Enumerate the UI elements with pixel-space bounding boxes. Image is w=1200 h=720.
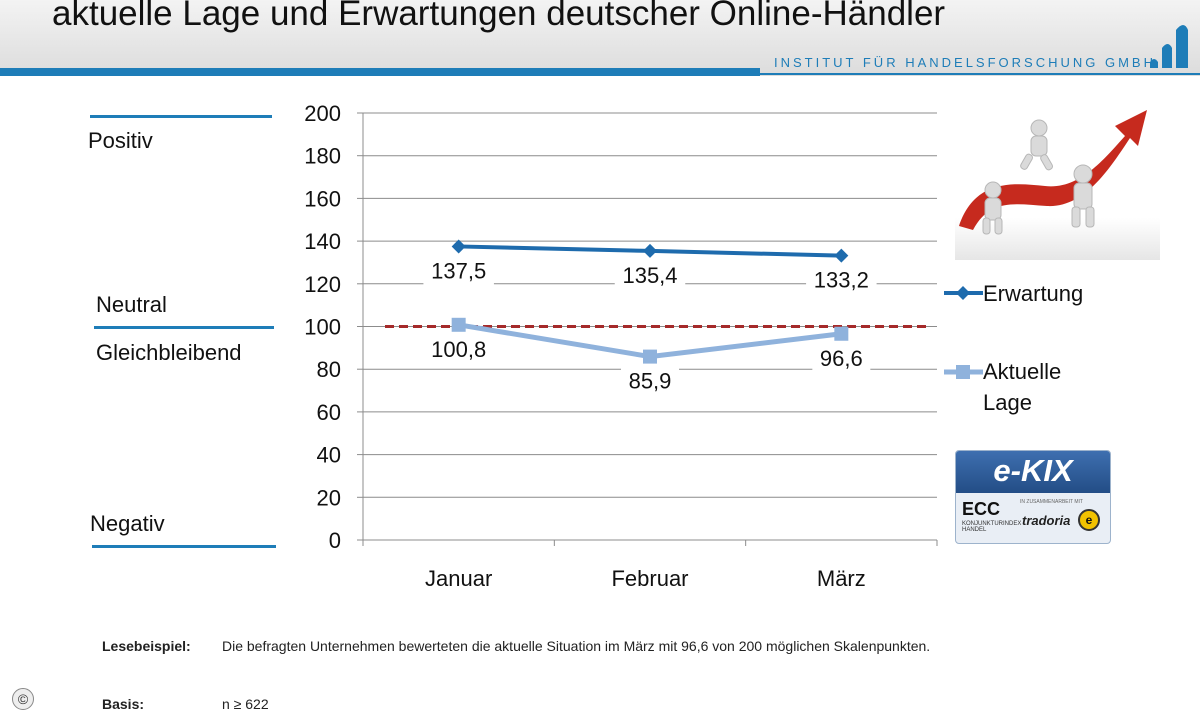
legend-marker xyxy=(956,286,970,300)
x-tick-label: Februar xyxy=(611,566,688,591)
growth-arrow-figures-image xyxy=(955,110,1160,260)
institute-name: INSTITUT FÜR HANDELSFORSCHUNG GMBH xyxy=(774,55,1156,70)
scale-divider-bottom xyxy=(92,545,276,548)
y-tick-label: 200 xyxy=(304,101,341,126)
data-label-background xyxy=(423,257,494,286)
page-title: aktuelle Lage und Erwartungen deutscher … xyxy=(52,0,946,33)
data-label-background xyxy=(423,335,494,364)
scale-label-positive: Positiv xyxy=(88,128,153,153)
scale-label-constant: Gleichbleibend xyxy=(96,340,242,365)
y-tick-label: 80 xyxy=(317,357,341,382)
data-label: 85,9 xyxy=(629,369,672,394)
tradoria-logo-text: tradoria xyxy=(1022,513,1071,528)
legend-label-current: Aktuelle Lage xyxy=(983,359,1062,415)
y-tick-label: 120 xyxy=(304,272,341,297)
data-label: 133,2 xyxy=(814,268,869,293)
ecc-logo-subtitle: KONJUNKTURINDEX HANDEL xyxy=(962,521,1022,533)
data-label: 135,4 xyxy=(622,263,677,288)
data-label: 137,5 xyxy=(431,258,486,283)
example-text: Die befragten Unternehmen bewerteten die… xyxy=(222,638,931,654)
legend-label-expectation: Erwartung xyxy=(983,281,1084,306)
data-label-background xyxy=(614,261,686,290)
basis-label: Basis: xyxy=(102,696,145,712)
cooperation-note: IN ZUSAMMENARBEIT MIT xyxy=(1020,499,1083,505)
y-tick-label: 180 xyxy=(304,144,341,169)
y-tick-label: 60 xyxy=(317,400,341,425)
data-label-background xyxy=(621,367,679,396)
data-point-marker xyxy=(834,248,849,263)
header-bar: aktuelle Lage und Erwartungen deutscher … xyxy=(0,0,1200,76)
header-accent-band xyxy=(0,68,760,76)
y-tick-label: 0 xyxy=(329,528,341,553)
data-point-marker xyxy=(643,243,657,258)
x-tick-label: Januar xyxy=(425,566,492,591)
trust-seal-icon: e xyxy=(1078,509,1100,531)
institute-logo-icon xyxy=(1150,25,1188,68)
x-tick-label: März xyxy=(817,566,866,591)
data-point-marker xyxy=(451,317,466,332)
legend-marker xyxy=(956,365,970,379)
ekix-logo-text: e-KIX xyxy=(993,453,1073,488)
ekix-badge: e-KIX ECC KONJUNKTURINDEX HANDEL IN ZUSA… xyxy=(955,450,1111,544)
data-label-background xyxy=(806,266,877,295)
data-point-marker xyxy=(643,349,657,364)
scale-label-neutral: Neutral xyxy=(96,292,167,317)
y-tick-label: 140 xyxy=(304,229,341,254)
data-label: 100,8 xyxy=(431,337,486,362)
data-label: 96,6 xyxy=(820,346,863,371)
copyright-icon: © xyxy=(12,688,34,710)
scale-divider-middle xyxy=(94,326,274,329)
basis-text: n ≥ 622 xyxy=(222,696,269,712)
y-tick-label: 100 xyxy=(304,315,341,340)
y-tick-label: 160 xyxy=(304,186,341,211)
ecc-logo-text: ECC xyxy=(962,499,1001,519)
data-point-marker xyxy=(834,326,849,341)
data-point-marker xyxy=(451,239,466,254)
example-label: Lesebeispiel: xyxy=(102,638,191,654)
scale-label-negative: Negativ xyxy=(90,511,165,536)
scale-divider-top xyxy=(90,115,272,118)
y-tick-label: 20 xyxy=(317,485,341,510)
data-label-background xyxy=(812,344,871,373)
y-tick-label: 40 xyxy=(317,443,341,468)
ekix-badge-header: e-KIX xyxy=(956,451,1110,493)
header-accent-line xyxy=(760,73,1200,75)
